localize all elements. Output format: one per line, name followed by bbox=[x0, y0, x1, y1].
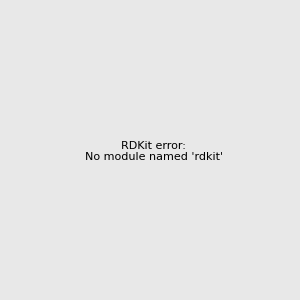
Text: RDKit error:
No module named 'rdkit': RDKit error: No module named 'rdkit' bbox=[85, 141, 223, 162]
